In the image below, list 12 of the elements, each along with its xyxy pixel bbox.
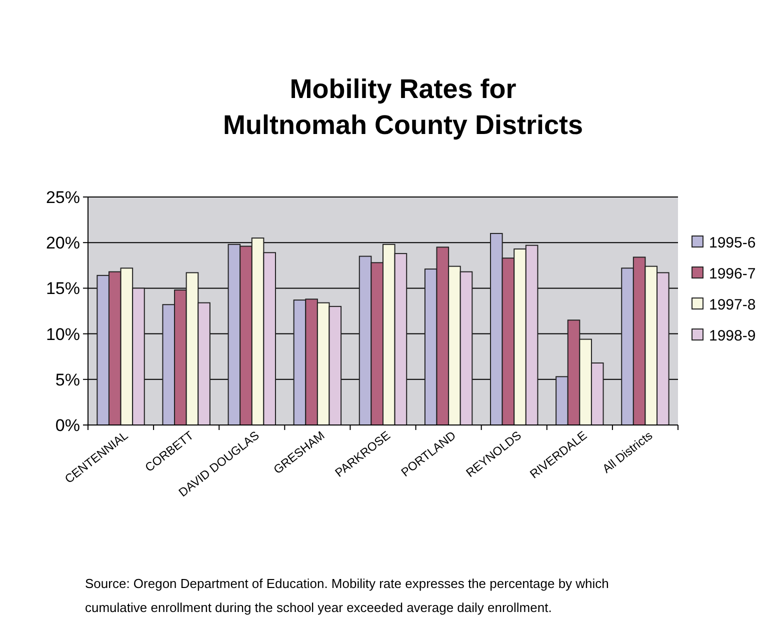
legend-label: 1996-7 <box>709 265 756 282</box>
legend-label: 1995-6 <box>709 234 756 252</box>
chart-title: Mobility Rates for Multnomah County Districts <box>222 74 584 140</box>
y-tick-label: 25% <box>46 188 80 207</box>
y-tick-label: 0% <box>55 416 80 435</box>
y-tick-label: 20% <box>46 234 80 253</box>
y-tick-label: 5% <box>55 370 80 390</box>
source-note: Source: Oregon Department of Education. Mobility rate expresses the percentage by which cumulative enrollment during the school year exceeded average daily enrollment. <box>85 576 609 615</box>
legend-label: 1997-8 <box>709 296 756 314</box>
y-tick-label: 10% <box>46 324 80 344</box>
legend-label: 1998-9 <box>709 327 756 344</box>
y-tick-label: 15% <box>46 279 80 298</box>
